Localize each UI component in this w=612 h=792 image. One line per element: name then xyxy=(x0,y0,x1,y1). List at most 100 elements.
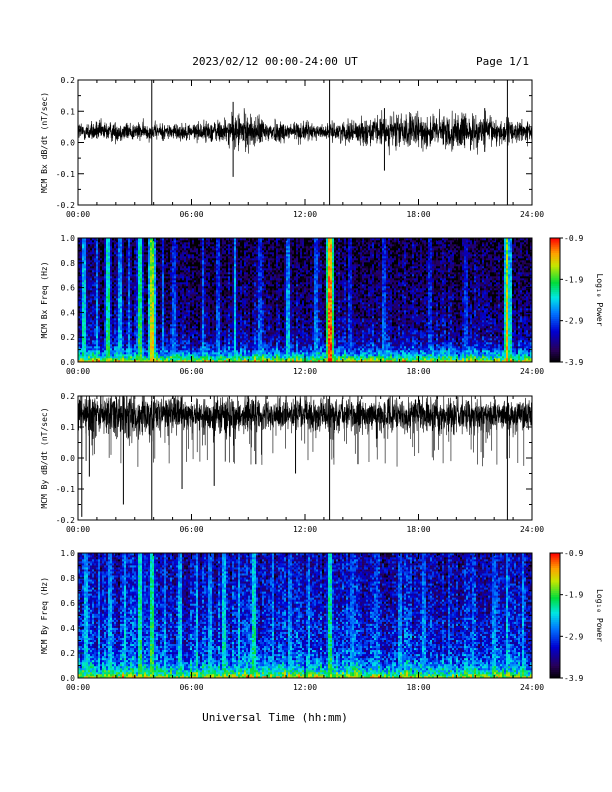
spectrogram-cell xyxy=(100,300,103,303)
spectrogram-cell xyxy=(92,310,95,313)
spectrogram-cell xyxy=(206,292,209,295)
spectrogram-cell xyxy=(182,296,185,299)
spectrogram-cell xyxy=(230,340,233,343)
spectrogram-cell xyxy=(150,316,153,319)
spectrogram-cell xyxy=(198,252,201,255)
spectrogram-cell xyxy=(228,258,231,261)
spectrogram-cell xyxy=(144,344,147,347)
spectrogram-cell xyxy=(84,360,87,363)
spectrogram-cell xyxy=(210,240,213,243)
spectrogram-cell xyxy=(234,332,237,335)
spectrogram-cell xyxy=(120,342,123,345)
spectrogram-cell xyxy=(162,282,165,285)
spectrogram-cell xyxy=(184,272,187,275)
spectrogram-cell xyxy=(148,294,151,297)
panel-bx-dbdt: 00:00 06:00 12:00 18:00 24:00-0.2-0.10.00.10… xyxy=(40,76,544,219)
spectrogram-cell xyxy=(104,304,107,307)
spectrogram-cell xyxy=(122,340,125,343)
spectrogram-cell xyxy=(232,244,235,247)
spectrogram-cell xyxy=(134,278,137,281)
spectrogram-cell xyxy=(78,330,81,333)
spectrogram-cell xyxy=(118,294,121,297)
spectrogram-cell xyxy=(228,264,231,267)
spectrogram-cell xyxy=(230,332,233,335)
spectrogram-cell xyxy=(210,262,213,265)
spectrogram-cell xyxy=(84,352,87,355)
spectrogram-cell xyxy=(140,314,143,317)
spectrogram-cell xyxy=(144,290,147,293)
spectrogram-cell xyxy=(110,316,113,319)
spectrogram-cell xyxy=(88,278,91,281)
spectrogram-cell xyxy=(212,300,215,303)
spectrogram-cell xyxy=(108,304,111,307)
spectrogram-cell xyxy=(154,354,157,357)
spectrogram-cell xyxy=(186,348,189,351)
spectrogram-cell xyxy=(194,252,197,255)
spectrogram-cell xyxy=(206,242,209,245)
spectrogram-cell xyxy=(158,272,161,275)
spectrogram-cell xyxy=(148,288,151,291)
spectrogram-cell xyxy=(180,356,183,359)
spectrogram-cell xyxy=(134,298,137,301)
spectrogram-cell xyxy=(160,268,163,271)
spectrogram-cell xyxy=(192,276,195,279)
spectrogram-cell xyxy=(198,318,201,321)
spectrogram-cell xyxy=(138,250,141,253)
spectrogram-cell xyxy=(232,292,235,295)
spectrogram-cell xyxy=(82,356,85,359)
spectrogram-cell xyxy=(196,286,199,289)
spectrogram-cell xyxy=(204,248,207,251)
spectrogram-cell xyxy=(120,282,123,285)
spectrogram-cell xyxy=(214,298,217,301)
spectrogram-cell xyxy=(228,278,231,281)
spectrogram-cell xyxy=(98,272,101,275)
spectrogram-cell xyxy=(210,242,213,245)
spectrogram-cell xyxy=(174,322,177,325)
spectrogram-cell xyxy=(114,288,117,291)
spectrogram-cell xyxy=(114,276,117,279)
spectrogram-cell xyxy=(112,350,115,353)
spectrogram-cell xyxy=(138,306,141,309)
spectrogram-cell xyxy=(100,338,103,341)
spectrogram-cell xyxy=(226,252,229,255)
spectrogram-cell xyxy=(80,256,83,259)
spectrogram-cell xyxy=(218,320,221,323)
spectrogram-cell xyxy=(118,268,121,271)
spectrogram-cell xyxy=(124,284,127,287)
spectrogram-cell xyxy=(124,334,127,337)
spectrogram-cell xyxy=(130,348,133,351)
spectrogram-cell xyxy=(194,246,197,249)
spectrogram-cell xyxy=(158,270,161,273)
spectrogram-cell xyxy=(170,254,173,257)
spectrogram-cell xyxy=(128,270,131,273)
spectrogram-cell xyxy=(216,310,219,313)
spectrogram-cell xyxy=(186,262,189,265)
spectrogram-cell xyxy=(202,248,205,251)
spectrogram-cell xyxy=(96,322,99,325)
spectrogram-cell xyxy=(88,338,91,341)
spectrogram-cell xyxy=(170,346,173,349)
spectrogram-cell xyxy=(142,318,145,321)
spectrogram-cell xyxy=(184,346,187,349)
spectrogram-cell xyxy=(92,328,95,331)
spectrogram-cell xyxy=(216,288,219,291)
spectrogram-cell xyxy=(106,322,109,325)
spectrogram-cell xyxy=(222,248,225,251)
spectrogram-cell xyxy=(174,252,177,255)
spectrogram-cell xyxy=(216,300,219,303)
spectrogram-cell xyxy=(164,280,167,283)
spectrogram-cell xyxy=(84,310,87,313)
spectrogram-cell xyxy=(112,320,115,323)
spectrogram-cell xyxy=(96,242,99,245)
spectrogram-cell xyxy=(208,278,211,281)
spectrogram-cell xyxy=(200,314,203,317)
spectrogram-cell xyxy=(184,238,187,241)
spectrogram-cell xyxy=(178,244,181,247)
spectrogram-cell xyxy=(186,292,189,295)
spectrogram-cell xyxy=(200,352,203,355)
spectrogram-cell xyxy=(208,328,211,331)
spectrogram-cell xyxy=(140,268,143,271)
spectrogram-cell xyxy=(94,350,97,353)
spectrogram-cell xyxy=(138,348,141,351)
spectrogram-cell xyxy=(180,290,183,293)
